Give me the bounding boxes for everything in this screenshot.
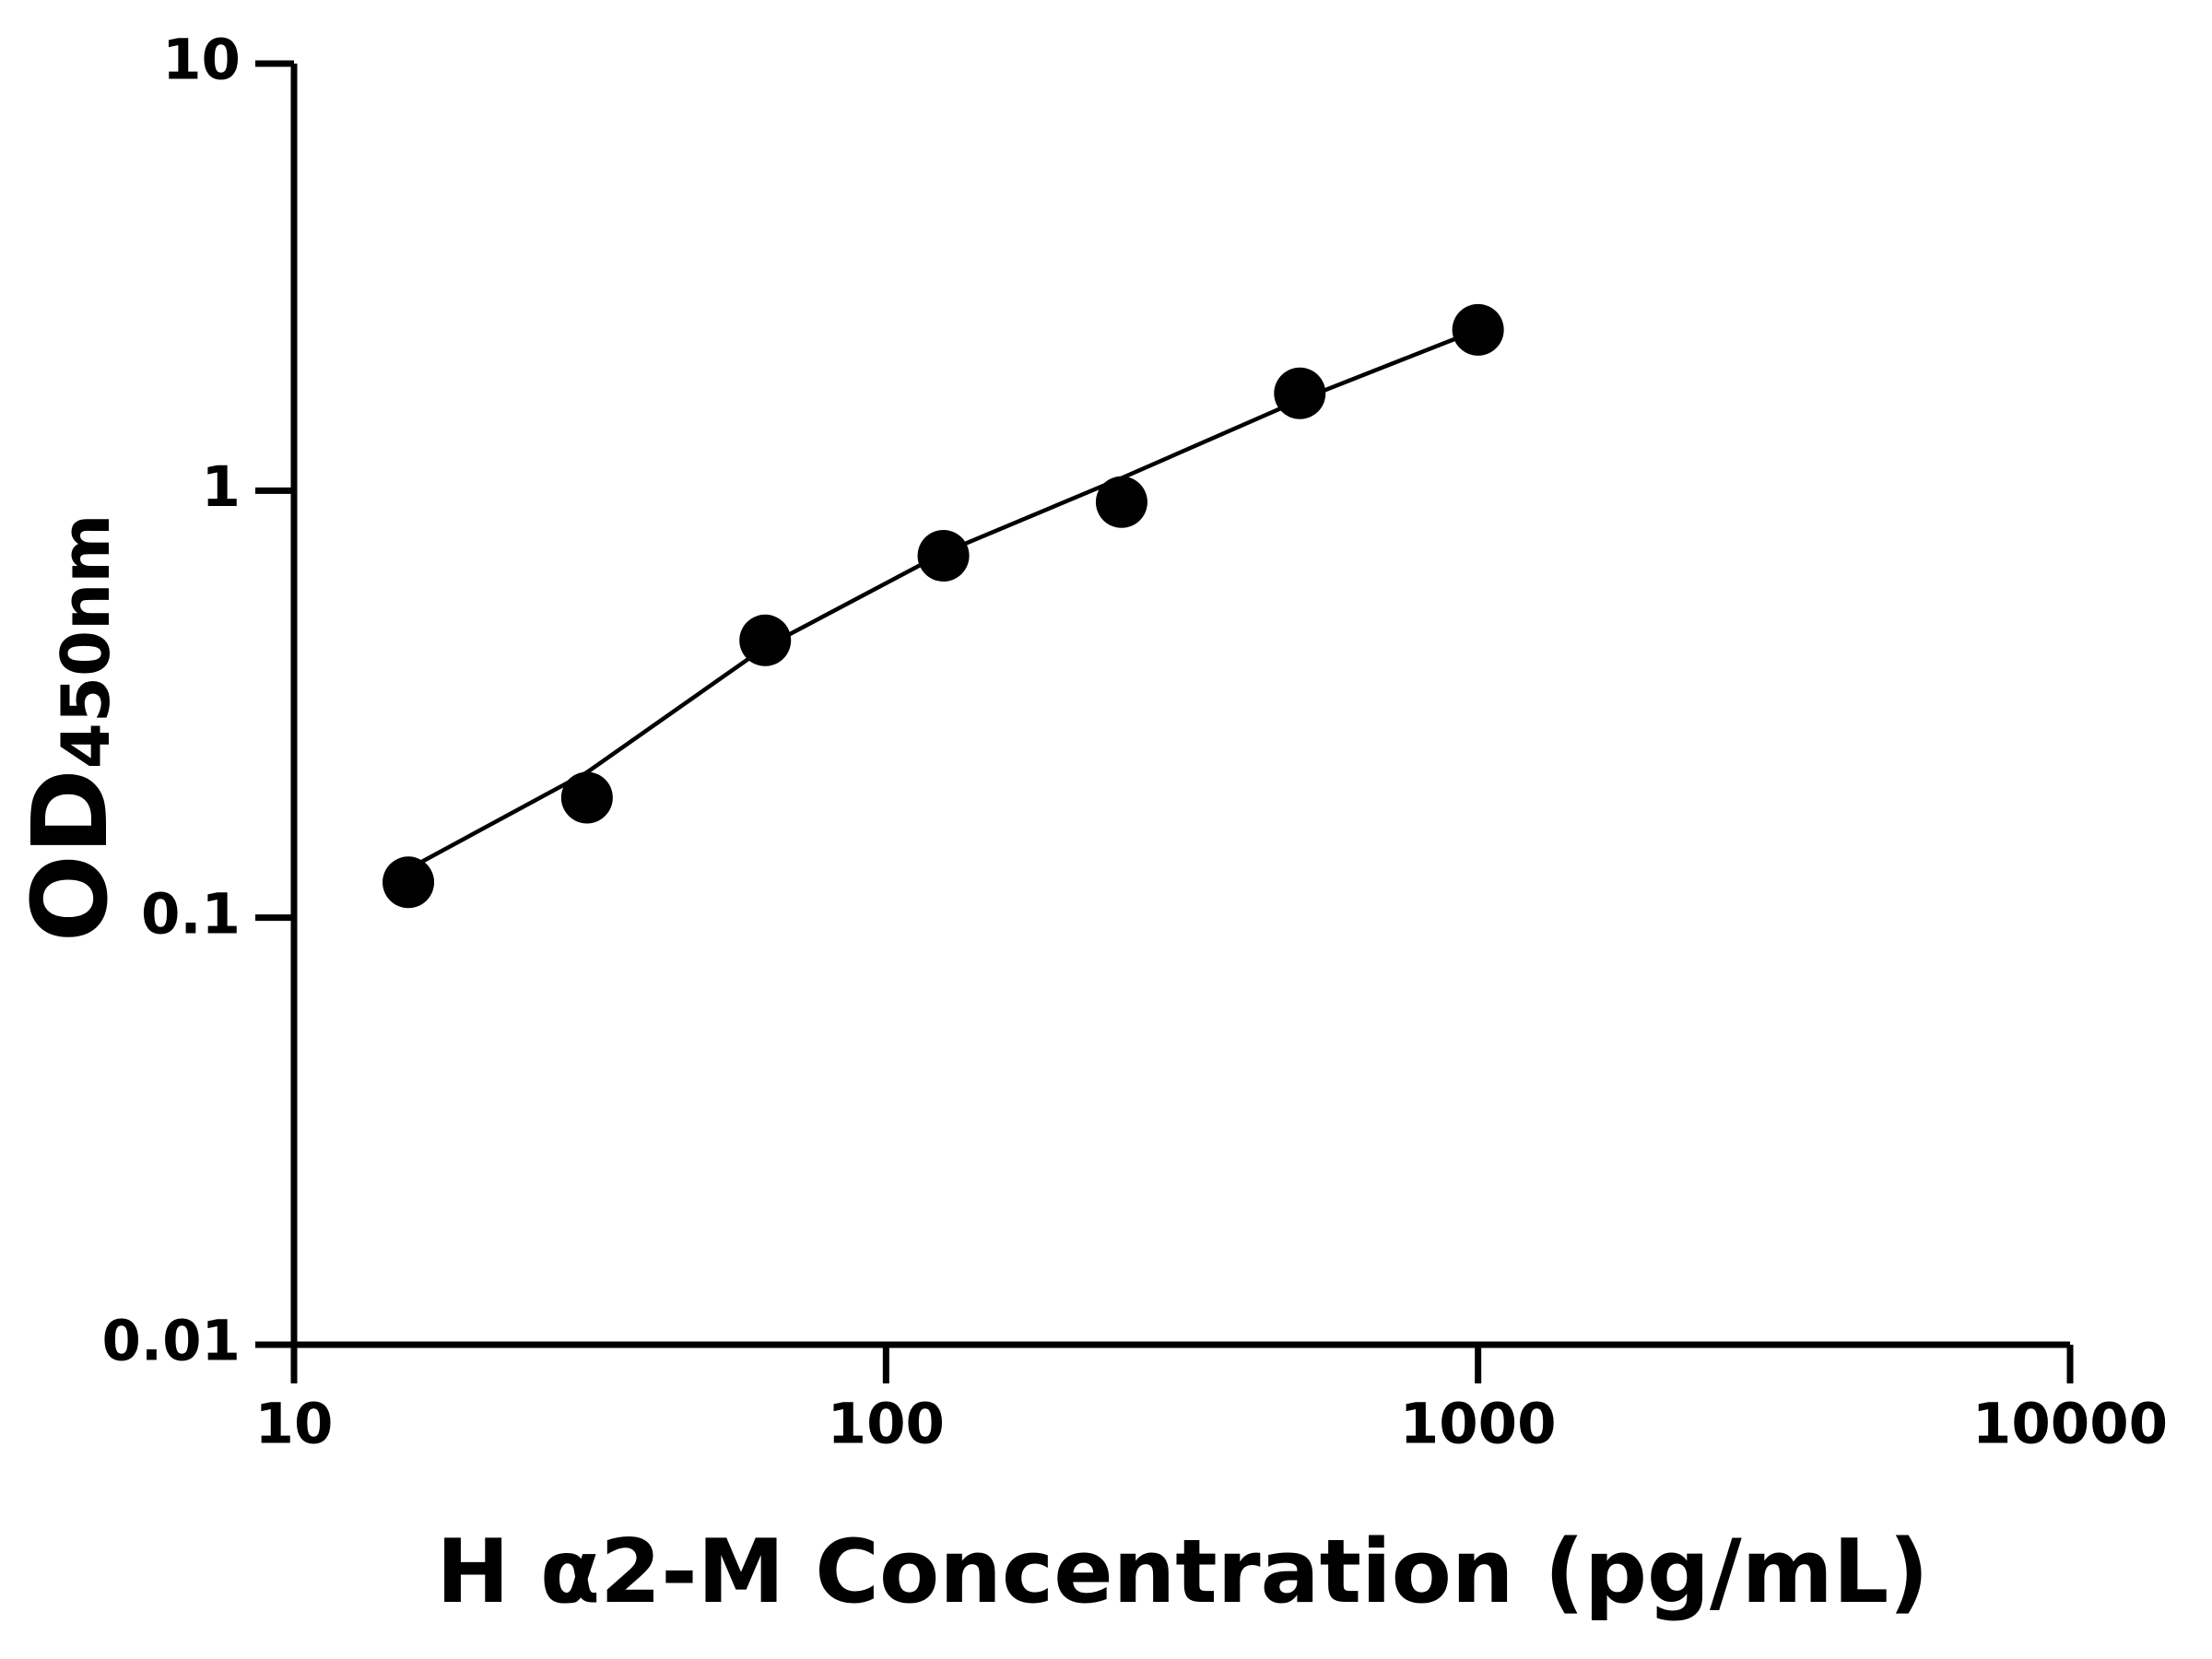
data-point: [917, 529, 970, 582]
y-axis-title: OD450nm: [11, 514, 131, 943]
y-tick-label: 0.01: [101, 1309, 241, 1374]
y-axis-title-main: OD: [11, 769, 131, 942]
x-axis-title: H α2-M Concentration (pg/mL): [436, 1522, 1928, 1623]
y-tick-label: 1: [202, 454, 241, 520]
x-tick-label: 10000: [1972, 1392, 2168, 1457]
y-tick-label: 10: [162, 28, 241, 93]
data-point: [1452, 303, 1504, 356]
data-point: [560, 771, 613, 824]
x-tick-label: 100: [828, 1392, 945, 1457]
data-point: [382, 856, 435, 909]
data-point: [739, 614, 792, 666]
data-point: [1095, 476, 1147, 528]
x-tick-label: 1000: [1400, 1392, 1557, 1457]
y-tick-label: 0.1: [141, 881, 241, 947]
x-tick-label: 10: [255, 1392, 334, 1457]
y-axis-title-subscript: 450nm: [47, 514, 124, 770]
data-point: [1274, 367, 1326, 419]
